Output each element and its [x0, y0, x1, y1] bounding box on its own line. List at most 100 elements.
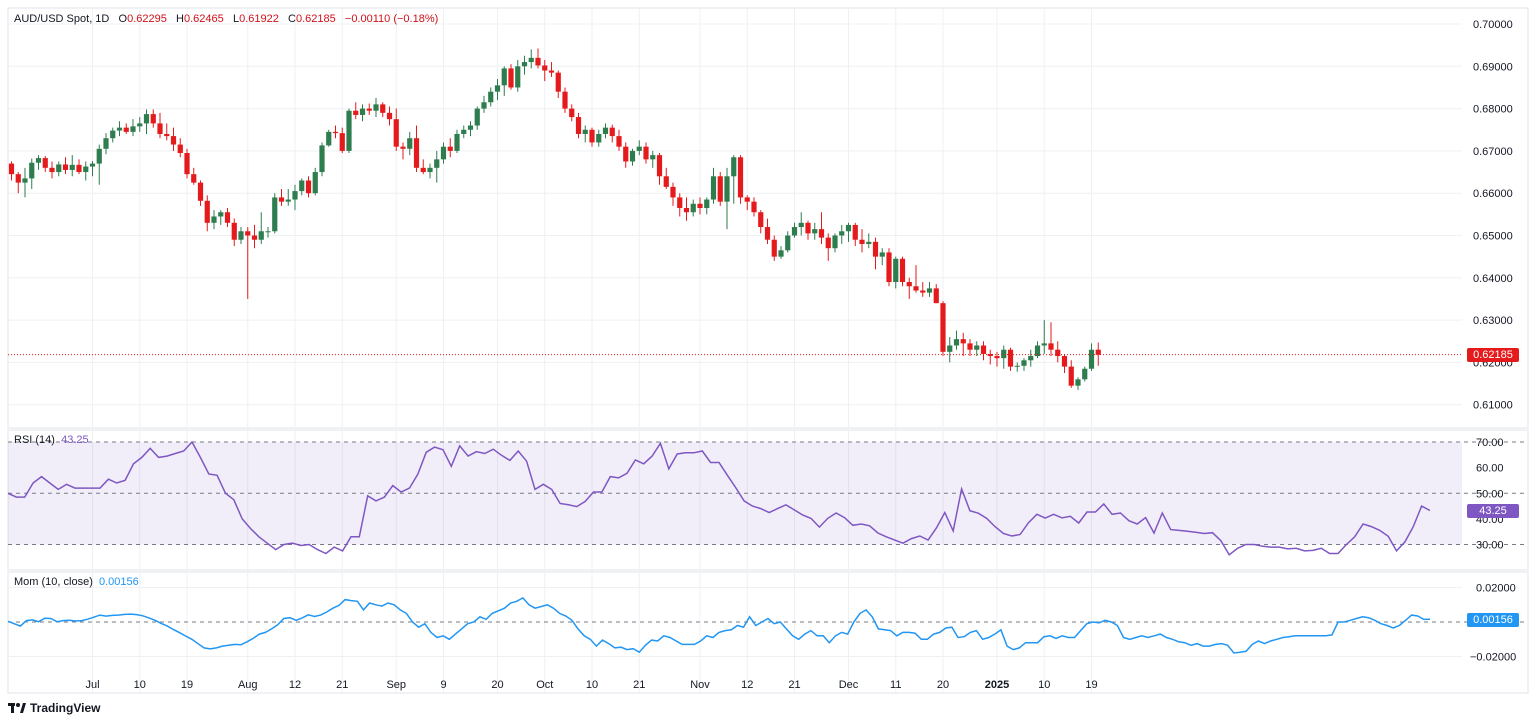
tradingview-icon — [8, 703, 26, 713]
candle-body — [116, 127, 123, 131]
candle-body — [710, 176, 717, 200]
low-label: L — [232, 13, 240, 25]
candle-body — [339, 133, 345, 151]
x-tick-label: 12 — [289, 679, 301, 691]
candle-body — [596, 133, 602, 143]
open-label: O — [118, 13, 128, 25]
candle-body — [690, 203, 696, 213]
candle-body — [481, 102, 487, 109]
candle-body — [1088, 349, 1095, 369]
open-value: 0.62295 — [127, 13, 167, 25]
candle-body — [1068, 366, 1074, 386]
candle-body — [751, 201, 757, 213]
candle-body — [501, 68, 507, 86]
candle-body — [859, 239, 865, 244]
candle-body — [353, 110, 359, 115]
candle-body — [832, 235, 838, 249]
candle-body — [1001, 349, 1007, 359]
candle-body — [191, 174, 197, 183]
tradingview-logo[interactable]: TradingView — [8, 701, 100, 715]
candle-body — [130, 126, 136, 132]
candle-body — [359, 108, 366, 115]
candle-body — [845, 224, 852, 232]
x-tick-label: 11 — [890, 679, 901, 691]
x-tick-label: 20 — [491, 679, 503, 691]
candle-body — [980, 345, 987, 354]
candle-body — [373, 104, 379, 111]
candle-body — [528, 57, 534, 63]
candle-body — [933, 288, 939, 304]
candle-body — [400, 146, 406, 149]
candle-body — [1021, 360, 1027, 366]
candle-body — [15, 174, 21, 183]
candle-body — [913, 286, 919, 291]
rsi-tick-label: 60.00 — [1476, 463, 1504, 475]
candle-body — [35, 158, 42, 163]
candle-body — [1007, 349, 1014, 367]
candle-body — [454, 133, 460, 151]
rsi-header[interactable]: RSI (14) 43.25 — [14, 434, 89, 446]
price-pane — [8, 48, 1462, 390]
candle-body — [420, 167, 426, 173]
candle-body — [879, 252, 885, 257]
candle-body — [906, 282, 912, 287]
symbol-label[interactable]: AUD/USD Spot, 1D — [14, 13, 110, 25]
close-value: 0.62185 — [295, 13, 336, 25]
candle-body — [623, 146, 629, 162]
candle-body — [170, 136, 177, 145]
candle-body — [413, 138, 420, 168]
candle-body — [508, 68, 514, 88]
candle-body — [737, 157, 744, 198]
candle-body — [245, 231, 251, 236]
rsi-tick-label: 50.00 — [1476, 488, 1504, 500]
x-tick-label: Jul — [85, 679, 99, 691]
mom-tick-label: 0.02000 — [1476, 583, 1516, 595]
candle-body — [1014, 365, 1020, 367]
mom-value-badge: 0.00156 — [1467, 613, 1519, 627]
candle-body — [994, 356, 1000, 359]
candle-body — [758, 212, 764, 228]
candle-body — [265, 231, 271, 233]
candle-body — [29, 162, 35, 179]
price-tick-label: 0.61000 — [1473, 400, 1513, 412]
candle-body — [474, 108, 480, 126]
x-tick-label: 10 — [134, 679, 146, 691]
candle-body — [434, 159, 440, 168]
candle-body — [319, 145, 325, 173]
candle-body — [204, 200, 210, 223]
candle-body — [616, 136, 622, 147]
x-tick-label: 10 — [586, 679, 598, 691]
candle-body — [731, 157, 737, 177]
mom-header[interactable]: Mom (10, close) 0.00156 — [14, 576, 139, 588]
candle-body — [494, 85, 501, 92]
x-tick-label: Oct — [536, 679, 553, 691]
candle-body — [582, 129, 588, 134]
candle-body — [1028, 356, 1034, 361]
candle-body — [110, 130, 116, 139]
candle-body — [393, 119, 399, 147]
candle-body — [798, 222, 804, 228]
candle-body — [447, 146, 453, 151]
candle-body — [535, 57, 541, 66]
candle-body — [197, 182, 204, 201]
candle-body — [62, 164, 69, 170]
candle-body — [717, 176, 723, 202]
candle-body — [427, 167, 433, 173]
candle-body — [771, 239, 777, 257]
x-tick-label: 21 — [788, 679, 800, 691]
high-value: 0.62465 — [184, 13, 224, 25]
candle-body — [920, 290, 926, 293]
candle-body — [704, 199, 710, 209]
candle-body — [123, 127, 129, 132]
candle-body — [663, 176, 669, 187]
axes: Jul 10 19 Aug 12 21 Sep 9 20 Oct 10 21 Nov 12 21 Dec 11 2… — [85, 19, 1516, 691]
candle-body — [1061, 356, 1068, 367]
candle-body — [312, 172, 318, 194]
x-tick-label: Nov — [690, 679, 710, 691]
candle-body — [569, 108, 575, 118]
candle-body — [555, 72, 561, 92]
candle-body — [778, 250, 784, 257]
candle-body — [791, 227, 798, 236]
x-tick-label: Sep — [386, 679, 406, 691]
x-tick-label: 21 — [336, 679, 348, 691]
